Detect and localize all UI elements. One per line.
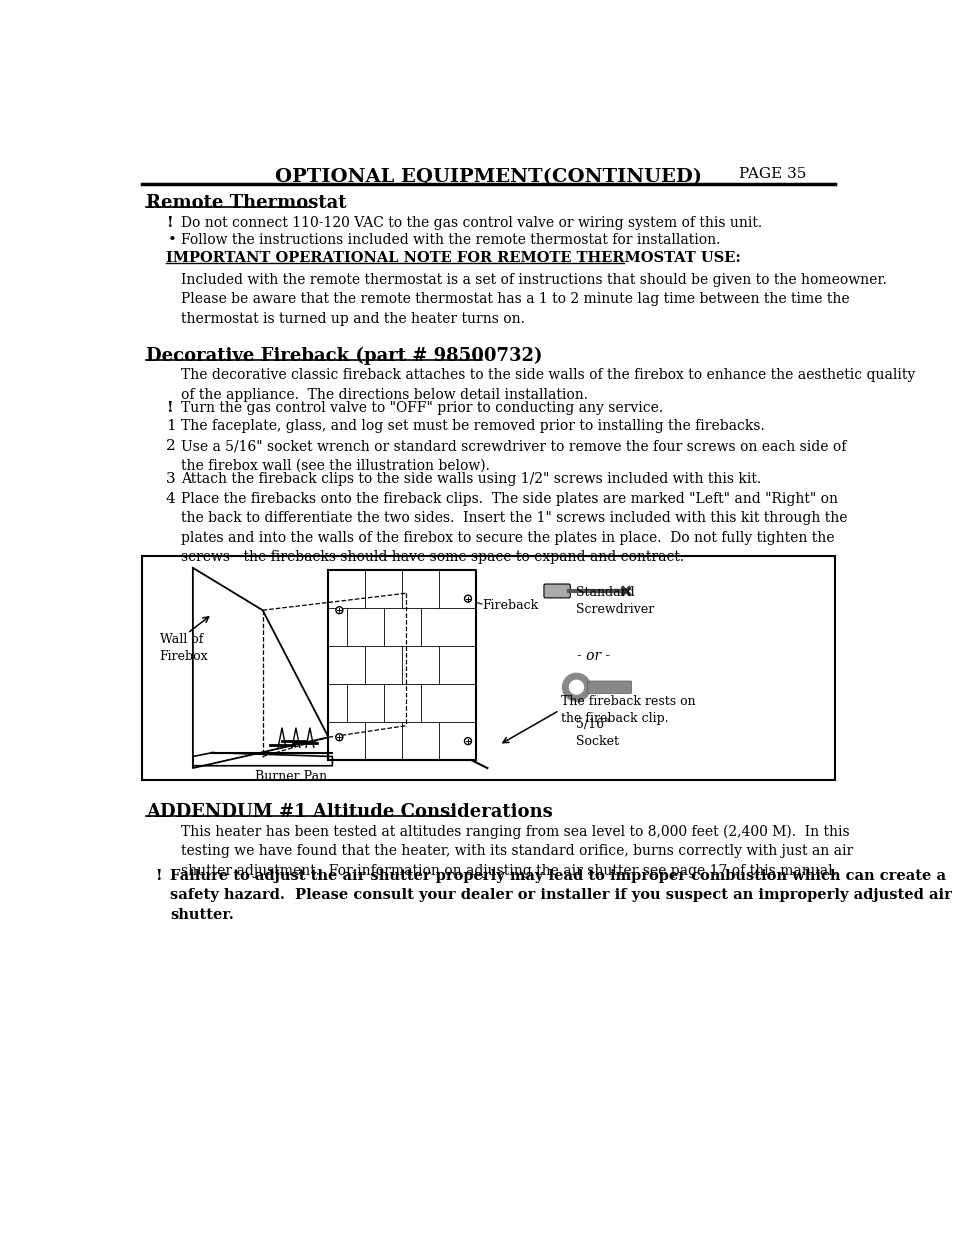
Text: 2: 2 bbox=[166, 440, 175, 453]
Text: Fireback: Fireback bbox=[481, 599, 537, 611]
Text: This heater has been tested at altitudes ranging from sea level to 8,000 feet (2: This heater has been tested at altitudes… bbox=[181, 824, 853, 878]
Circle shape bbox=[335, 606, 342, 614]
FancyBboxPatch shape bbox=[587, 680, 631, 693]
Circle shape bbox=[569, 680, 583, 694]
Text: Remote Thermostat: Remote Thermostat bbox=[146, 194, 347, 212]
Text: ADDENDUM #1 Altitude Considerations: ADDENDUM #1 Altitude Considerations bbox=[146, 803, 553, 821]
Text: PAGE 35: PAGE 35 bbox=[739, 168, 806, 182]
Text: 1: 1 bbox=[166, 419, 175, 433]
Text: The fireback rests on
the fireback clip.: The fireback rests on the fireback clip. bbox=[560, 695, 695, 725]
Text: Burner Pan: Burner Pan bbox=[254, 771, 327, 783]
Circle shape bbox=[464, 595, 471, 603]
Text: The faceplate, glass, and log set must be removed prior to installing the fireba: The faceplate, glass, and log set must b… bbox=[181, 419, 764, 433]
Text: Decorative Fireback (part # 98500732): Decorative Fireback (part # 98500732) bbox=[146, 347, 542, 366]
Text: 3: 3 bbox=[166, 472, 175, 485]
Bar bbox=[142, 556, 835, 779]
Text: 4: 4 bbox=[166, 492, 175, 505]
Circle shape bbox=[464, 737, 471, 745]
Text: •: • bbox=[168, 233, 176, 247]
Text: Place the firebacks onto the fireback clips.  The side plates are marked "Left" : Place the firebacks onto the fireback cl… bbox=[181, 492, 847, 564]
Text: Use a 5/16" socket wrench or standard screwdriver to remove the four screws on e: Use a 5/16" socket wrench or standard sc… bbox=[181, 440, 845, 473]
FancyBboxPatch shape bbox=[543, 584, 570, 598]
Text: IMPORTANT OPERATIONAL NOTE FOR REMOTE THERMOSTAT USE:: IMPORTANT OPERATIONAL NOTE FOR REMOTE TH… bbox=[166, 252, 740, 266]
Text: OPTIONAL EQUIPMENT(CONTINUED): OPTIONAL EQUIPMENT(CONTINUED) bbox=[275, 168, 701, 185]
Text: Standard
Screwdriver: Standard Screwdriver bbox=[576, 585, 654, 615]
Text: Included with the remote thermostat is a set of instructions that should be give: Included with the remote thermostat is a… bbox=[181, 273, 886, 326]
Text: Follow the instructions included with the remote thermostat for installation.: Follow the instructions included with th… bbox=[181, 233, 720, 247]
Text: 5/16"
Socket: 5/16" Socket bbox=[576, 718, 618, 748]
Text: Attach the fireback clips to the side walls using 1/2" screws included with this: Attach the fireback clips to the side wa… bbox=[181, 472, 760, 485]
Circle shape bbox=[562, 673, 590, 701]
Text: !: ! bbox=[166, 401, 172, 415]
Text: Wall of
Firebox: Wall of Firebox bbox=[159, 634, 208, 663]
Circle shape bbox=[335, 734, 342, 741]
Text: !: ! bbox=[166, 216, 172, 230]
Text: Do not connect 110-120 VAC to the gas control valve or wiring system of this uni: Do not connect 110-120 VAC to the gas co… bbox=[181, 216, 761, 230]
Text: Failure to adjust the air shutter properly may lead to improper combustion which: Failure to adjust the air shutter proper… bbox=[171, 869, 951, 921]
Text: !: ! bbox=[154, 869, 161, 883]
Text: The decorative classic fireback attaches to the side walls of the firebox to enh: The decorative classic fireback attaches… bbox=[181, 368, 915, 401]
Text: Turn the gas control valve to "OFF" prior to conducting any service.: Turn the gas control valve to "OFF" prio… bbox=[181, 401, 662, 415]
Text: - or -: - or - bbox=[577, 648, 610, 663]
